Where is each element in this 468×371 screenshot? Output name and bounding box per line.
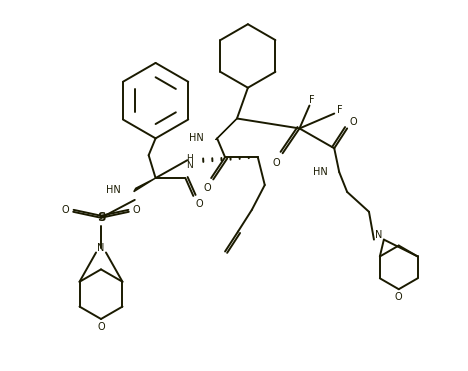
Text: O: O (204, 183, 211, 193)
Text: O: O (395, 292, 402, 302)
Text: N: N (187, 161, 193, 170)
Text: HN: HN (313, 167, 327, 177)
Polygon shape (134, 178, 155, 192)
Text: HN: HN (190, 133, 204, 143)
Text: H: H (187, 154, 193, 163)
Text: N: N (97, 243, 105, 253)
Text: O: O (97, 322, 105, 332)
Text: F: F (308, 95, 314, 105)
Text: O: O (273, 158, 280, 168)
Text: O: O (61, 205, 69, 215)
Text: O: O (196, 199, 203, 209)
Polygon shape (216, 118, 237, 140)
Text: O: O (133, 205, 140, 215)
Text: N: N (375, 230, 383, 240)
Text: F: F (337, 105, 343, 115)
Text: HN: HN (106, 185, 121, 195)
Text: S: S (97, 211, 105, 224)
Text: O: O (349, 118, 357, 128)
